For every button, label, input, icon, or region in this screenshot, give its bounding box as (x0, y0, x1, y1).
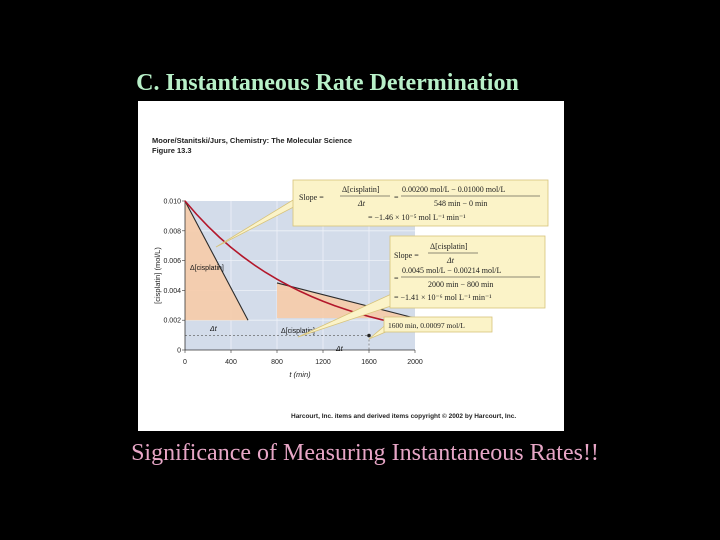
curve-point (218, 236, 221, 238)
cisplatin-concentration-chart: Moore/Stanitski/Jurs, Chemistry: The Mol… (152, 136, 549, 420)
figure-source-line: Moore/Stanitski/Jurs, Chemistry: The Mol… (152, 136, 352, 145)
callout-1-frac-num: Δ[cisplatin] (342, 185, 380, 194)
curve-point (379, 318, 382, 321)
callout-1-expr-num: 0.00200 mol/L − 0.01000 mol/L (402, 185, 505, 194)
curve-point (207, 225, 209, 227)
curve-point (184, 200, 186, 202)
curve-point (241, 255, 244, 258)
curve-point (322, 300, 324, 302)
figure-number: Figure 13.3 (152, 146, 192, 155)
delta-conc-label-2: Δ[cisplatin] (281, 328, 315, 335)
callout-1-expr-den: 548 min − 0 min (434, 199, 487, 208)
tangent-line-1 (184, 200, 249, 321)
callout-1-slope-word: Slope = (299, 193, 324, 202)
curve-point (264, 271, 267, 273)
callout-2-expr-den: 2000 min − 800 min (428, 280, 493, 289)
curve-point (299, 290, 301, 292)
tangent-line-2 (276, 282, 416, 319)
chart-marks (184, 200, 416, 338)
slope-callout-1 (292, 179, 549, 227)
curve-point (310, 295, 313, 298)
y-tick-label: 0.004 (163, 288, 181, 295)
y-tick-label: 0 (177, 348, 181, 355)
delta-conc-label-1: Δ[cisplatin] (190, 265, 224, 272)
axes: 0 400 800 1200 1600 2000 0 0.002 0.004 0.006 0.008… (153, 199, 423, 380)
x-tick-label: 2000 (407, 359, 423, 366)
curve-point (195, 213, 198, 215)
curve-point (333, 304, 336, 307)
x-tick-label: 0 (183, 359, 187, 366)
point-label-box (383, 316, 493, 333)
callout-2-frac-num: Δ[cisplatin] (430, 242, 468, 251)
x-tick-label: 400 (225, 359, 237, 366)
x-tick-label: 1200 (315, 359, 331, 366)
callout-1-result: = −1.46 × 10⁻⁵ mol L⁻¹ min⁻¹ (368, 213, 466, 222)
y-tick-label: 0.002 (163, 318, 181, 325)
curve-point (276, 278, 278, 280)
callout-1-eq: = (394, 193, 399, 202)
x-axis-title: t (min) (289, 370, 311, 379)
callout-2-result: = −1.41 × 10⁻⁶ mol L⁻¹ min⁻¹ (394, 293, 492, 302)
curve-point (287, 284, 290, 287)
curve-point (230, 246, 232, 248)
x-tick-label: 800 (271, 359, 283, 366)
delta-t-label-1: Δt (209, 326, 218, 333)
y-tick-label: 0.008 (163, 228, 181, 235)
curve-point (345, 308, 347, 311)
y-axis-title: [cisplatin] (mol/L) (153, 247, 162, 304)
curve-point (368, 315, 370, 318)
callout-2-expr-num: 0.0045 mol/L − 0.00214 mol/L (402, 266, 501, 275)
callout-2-slope-word: Slope = (394, 251, 419, 260)
point-label: 1600 min, 0.00097 mol/L (388, 321, 465, 330)
slide-title: C. Instantaneous Rate Determination (136, 70, 519, 96)
y-tick-label: 0.006 (163, 258, 181, 265)
callout-2-eq: = (394, 274, 399, 283)
slide-caption: Significance of Measuring Instantaneous … (131, 440, 599, 466)
callout-1-frac-den: Δt (357, 199, 366, 208)
callout-2-frac-den: Δt (446, 256, 455, 265)
copyright-credit: Harcourt, Inc. items and derived items c… (291, 412, 516, 420)
textbook-figure: Moore/Stanitski/Jurs, Chemistry: The Mol… (138, 101, 564, 431)
marked-point (367, 333, 371, 338)
curve-point (253, 264, 255, 266)
delta-t-label-2: Δt (335, 346, 344, 353)
y-tick-label: 0.010 (163, 199, 181, 206)
slope-callout-2 (389, 235, 546, 309)
x-tick-label: 1600 (361, 359, 377, 366)
